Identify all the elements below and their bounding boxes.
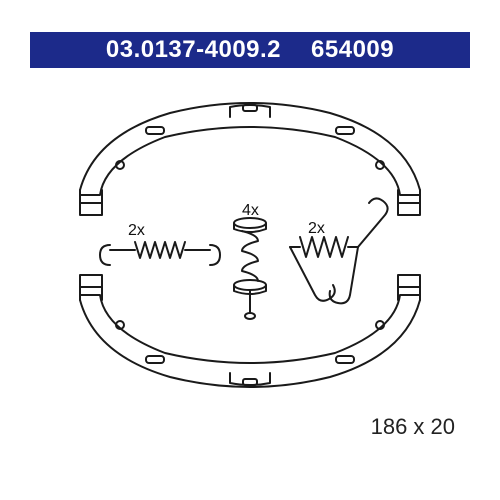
right-spring-icon [290,198,388,303]
center-spring-icon [234,218,266,319]
left-spring-qty-label: 2x [128,222,145,239]
left-spring-icon [100,242,220,265]
right-spring-qty-label: 2x [308,220,325,237]
dimensions-label: 186 x 20 [371,414,455,440]
short-number: 654009 [311,36,394,64]
brake-shoe-diagram: 2x 4x 2x [50,95,450,395]
center-spring-qty-label: 4x [242,202,259,219]
part-number: 03.0137-4009.2 [106,36,281,64]
header-bar: 03.0137-4009.2 654009 [30,32,470,68]
